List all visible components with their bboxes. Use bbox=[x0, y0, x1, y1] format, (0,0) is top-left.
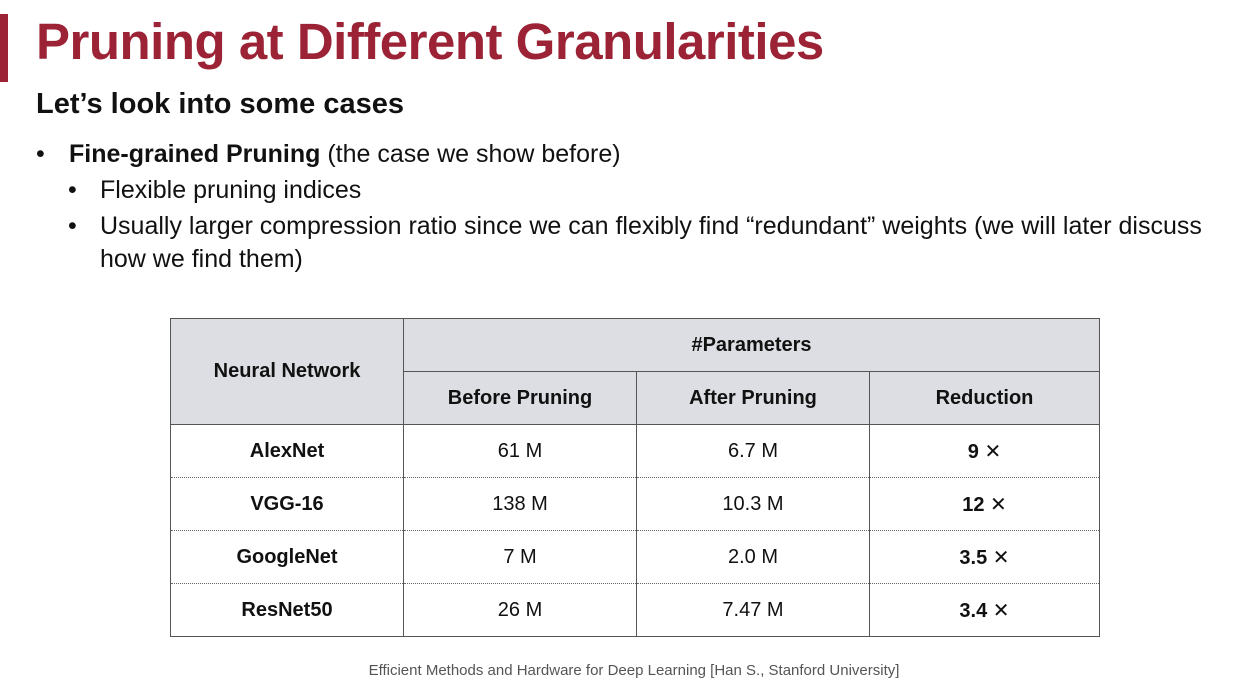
table-subheader-row: Before Pruning After Pruning Reduction bbox=[171, 371, 1100, 425]
reduction-value: 3.5 bbox=[959, 546, 988, 569]
header-network: Neural Network bbox=[170, 318, 404, 425]
cell-before: 138 M bbox=[403, 477, 637, 531]
header-reduction: Reduction bbox=[869, 371, 1100, 425]
header-after: After Pruning bbox=[636, 371, 870, 425]
times-icon: ✕ bbox=[984, 440, 1002, 463]
header-parameters-group: #Parameters bbox=[403, 318, 1100, 372]
bullet-text: (the case we show before) bbox=[320, 140, 621, 168]
bullet-bold-text: Fine-grained Pruning bbox=[69, 140, 321, 168]
bullet-dot: • bbox=[36, 140, 45, 168]
reduction-value: 3.4 bbox=[959, 599, 988, 622]
bullet-dot: • bbox=[68, 212, 77, 240]
cell-before: 26 M bbox=[403, 583, 637, 637]
table-header-row: Neural Network #Parameters bbox=[170, 318, 1100, 425]
slide-title: Pruning at Different Granularities bbox=[36, 13, 824, 70]
cell-reduction: 12 ✕ bbox=[869, 477, 1100, 531]
cell-reduction: 3.4 ✕ bbox=[869, 583, 1100, 637]
reduction-value: 9 bbox=[967, 440, 979, 463]
bullet-list: • Fine-grained Pruning (the case we show… bbox=[36, 138, 1236, 276]
cell-after: 6.7 M bbox=[636, 424, 870, 478]
cell-network: ResNet50 bbox=[170, 583, 404, 637]
reduction-value: 12 bbox=[962, 493, 985, 516]
cell-network: VGG-16 bbox=[170, 477, 404, 531]
times-icon: ✕ bbox=[992, 546, 1010, 569]
cell-reduction: 9 ✕ bbox=[869, 424, 1100, 478]
bullet-dot: • bbox=[68, 176, 77, 204]
table-row: GoogleNet 7 M 2.0 M 3.5 ✕ bbox=[170, 530, 1100, 584]
table-row: ResNet50 26 M 7.47 M 3.4 ✕ bbox=[170, 583, 1100, 637]
cell-before: 7 M bbox=[403, 530, 637, 584]
bullet-item: • Fine-grained Pruning (the case we show… bbox=[36, 138, 1236, 171]
cell-after: 7.47 M bbox=[636, 583, 870, 637]
sub-bullet-item: • Usually larger compression ratio since… bbox=[36, 210, 1236, 276]
table-row: VGG-16 138 M 10.3 M 12 ✕ bbox=[170, 477, 1100, 531]
citation-footer: Efficient Methods and Hardware for Deep … bbox=[368, 662, 900, 679]
header-before: Before Pruning bbox=[403, 371, 637, 425]
sub-bullet-text: Flexible pruning indices bbox=[100, 176, 362, 204]
times-icon: ✕ bbox=[990, 493, 1007, 516]
cell-network: GoogleNet bbox=[170, 530, 404, 584]
cell-after: 10.3 M bbox=[636, 477, 870, 531]
cell-before: 61 M bbox=[403, 424, 637, 478]
title-accent-bar bbox=[0, 14, 8, 82]
sub-bullet-text: Usually larger compression ratio since w… bbox=[100, 212, 1202, 273]
table-row: AlexNet 61 M 6.7 M 9 ✕ bbox=[170, 424, 1100, 478]
slide-subtitle: Let’s look into some cases bbox=[36, 88, 404, 120]
sub-bullet-item: • Flexible pruning indices bbox=[36, 174, 1236, 207]
cell-network: AlexNet bbox=[170, 424, 404, 478]
cell-after: 2.0 M bbox=[636, 530, 870, 584]
parameters-table: Neural Network #Parameters Before Prunin… bbox=[170, 318, 1100, 637]
cell-reduction: 3.5 ✕ bbox=[869, 530, 1100, 584]
times-icon: ✕ bbox=[992, 599, 1010, 622]
